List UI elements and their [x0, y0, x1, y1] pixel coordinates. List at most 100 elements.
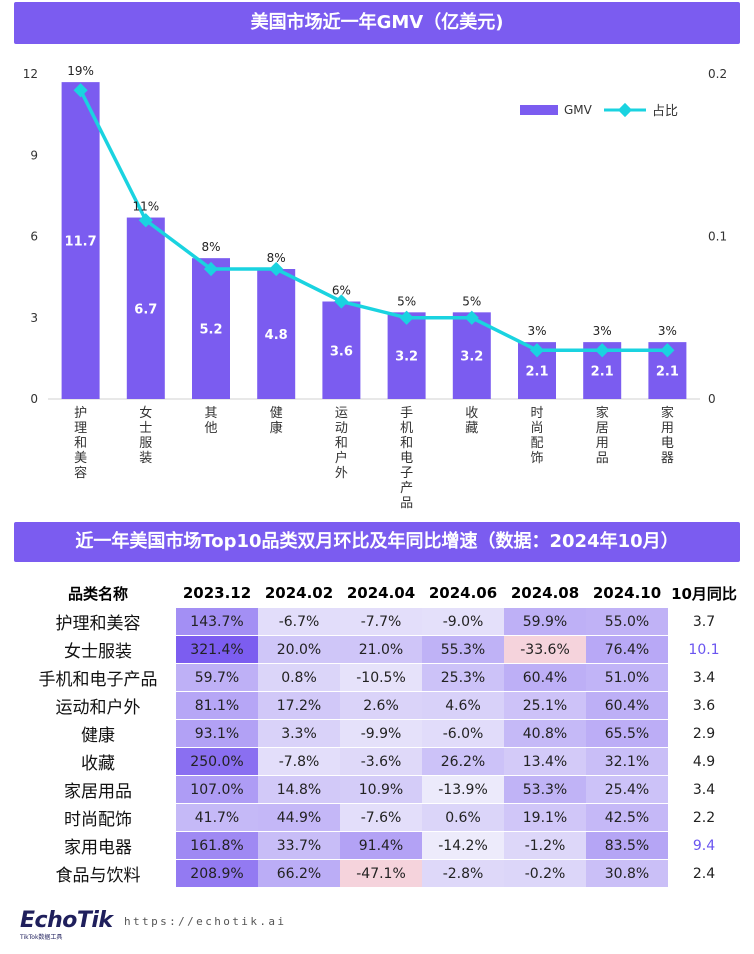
- column-header: 品类名称: [67, 584, 128, 603]
- yoy-cell: 2.9: [668, 719, 740, 748]
- x-tick-label: 家用电器: [661, 405, 674, 466]
- growth-cell: -7.6%: [340, 803, 422, 832]
- gmv-bar-label: 3.6: [330, 344, 353, 359]
- y-right-tick-label: 0: [708, 392, 716, 406]
- gmv-bar: [322, 301, 361, 399]
- x-tick-label: 家居用品: [596, 405, 609, 466]
- share-point: [203, 261, 219, 277]
- table-row: 运动和户外 81.1% 17.2% 2.6% 4.6% 25.1% 60.4% 3.6: [20, 691, 740, 720]
- category-name-cell: 护理和美容: [20, 608, 176, 636]
- share-line: [79, 89, 668, 352]
- gmv-bar-label: 3.2: [460, 350, 483, 365]
- growth-cell: 40.8%: [504, 719, 586, 748]
- category-name-cell: 家居用品: [20, 775, 176, 804]
- gmv-bar-label: 2.1: [525, 365, 548, 380]
- y-left-tick-label: 12: [23, 67, 38, 81]
- growth-cell: 51.0%: [586, 663, 668, 692]
- growth-cell: 26.2%: [422, 747, 504, 776]
- yoy-cell: 3.4: [668, 663, 740, 692]
- growth-cell: 161.8%: [176, 831, 258, 860]
- share-point: [334, 294, 349, 309]
- share-label: 8%: [201, 240, 220, 254]
- growth-cell: 32.1%: [586, 747, 668, 776]
- growth-cell: 81.1%: [176, 691, 258, 720]
- gmv-bar-label: 2.1: [591, 365, 614, 380]
- growth-cell: -13.9%: [422, 775, 504, 804]
- growth-cell: 59.7%: [176, 663, 258, 692]
- growth-cell: -9.9%: [340, 719, 422, 748]
- table-header-row: 品类名称 2023.12 2024.02 2024.04 2024.06 2024.08 2…: [20, 578, 740, 608]
- growth-cell: 42.5%: [586, 803, 668, 832]
- category-name-cell: 女士服装: [20, 635, 176, 664]
- share-label: 11%: [132, 200, 159, 214]
- yoy-cell: 3.6: [668, 691, 740, 720]
- growth-cell: 76.4%: [586, 635, 668, 664]
- category-name-cell: 食品与饮料: [20, 859, 176, 888]
- x-tick-label: 时尚配饰: [530, 406, 543, 466]
- growth-cell: 93.1%: [176, 719, 258, 748]
- column-header: 2023.12: [182, 584, 252, 602]
- logo-subtitle: TikTok数据工具: [20, 934, 63, 941]
- column-header: 2024.02: [264, 584, 334, 602]
- gmv-bar-label: 6.7: [134, 302, 157, 317]
- gmv-bar: [192, 258, 230, 399]
- yoy-cell: 4.9: [668, 747, 740, 776]
- growth-cell: 33.7%: [258, 831, 340, 860]
- legend-gmv-label: GMV: [564, 103, 593, 117]
- growth-cell: 30.8%: [586, 859, 668, 888]
- gmv-bar: [257, 269, 296, 399]
- table-row: 食品与饮料 208.9% 66.2% -47.1% -2.8% -0.2% 30.8% 2.4: [20, 859, 740, 888]
- growth-cell: -6.0%: [422, 719, 504, 748]
- y-left-tick-label: 9: [30, 148, 38, 162]
- growth-cell: 13.4%: [504, 747, 586, 776]
- share-point: [595, 343, 610, 358]
- table-row: 家用电器 161.8% 33.7% 91.4% -14.2% -1.2% 83.5% 9.4: [20, 831, 740, 860]
- y-left-tick-label: 0: [30, 392, 38, 406]
- category-name-cell: 手机和电子产品: [20, 663, 176, 692]
- yoy-cell: 3.7: [668, 608, 740, 636]
- growth-cell: 0.6%: [422, 803, 504, 832]
- yoy-cell: 2.4: [668, 859, 740, 888]
- gmv-bar: [387, 312, 426, 399]
- table-row: 健康 93.1% 3.3% -9.9% -6.0% 40.8% 65.5% 2.9: [20, 719, 740, 748]
- growth-cell: 66.2%: [258, 859, 340, 888]
- legend-gmv-swatch: [520, 105, 558, 115]
- y-right-tick-label: 0.2: [708, 67, 727, 81]
- share-point: [138, 213, 153, 228]
- table-row: 手机和电子产品 59.7% 0.8% -10.5% 25.3% 60.4% 51.0% 3.4: [20, 663, 740, 692]
- share-point: [269, 261, 284, 277]
- growth-cell: 321.4%: [176, 635, 258, 664]
- share-label: 19%: [67, 64, 94, 78]
- footer-url: https://echotik.ai: [124, 915, 287, 928]
- category-name-cell: 收藏: [20, 747, 176, 776]
- yoy-cell: 2.2: [668, 803, 740, 832]
- share-label: 3%: [593, 324, 612, 338]
- share-label: 3%: [658, 324, 677, 338]
- gmv-bar: [61, 82, 100, 399]
- category-name-cell: 运动和户外: [20, 691, 176, 720]
- x-tick-label: 运动和户外: [335, 406, 348, 481]
- growth-cell: 107.0%: [176, 775, 258, 804]
- share-point: [464, 310, 479, 325]
- growth-cell: -2.8%: [422, 859, 504, 888]
- gmv-bar: [452, 312, 491, 399]
- x-tick-label: 手机和电子产品: [400, 406, 413, 511]
- x-tick-label: 健康: [270, 406, 283, 436]
- growth-cell: 59.9%: [504, 608, 586, 636]
- growth-cell: 19.1%: [504, 803, 586, 832]
- growth-cell: 4.6%: [422, 691, 504, 720]
- share-label: 5%: [462, 294, 481, 308]
- growth-cell: -9.0%: [422, 608, 504, 636]
- gmv-bar-label: 11.7: [65, 235, 97, 250]
- gmv-bar-label: 4.8: [265, 328, 288, 343]
- column-header: 10月同比: [671, 584, 737, 603]
- growth-cell: 83.5%: [586, 831, 668, 860]
- share-label: 8%: [267, 251, 286, 265]
- growth-cell: 91.4%: [340, 831, 422, 860]
- yoy-cell: 3.4: [668, 775, 740, 804]
- gmv-bar: [126, 217, 165, 399]
- gmv-bar-label: 3.2: [395, 350, 418, 365]
- share-label: 5%: [397, 294, 416, 308]
- growth-cell: 44.9%: [258, 803, 340, 832]
- growth-cell: 25.4%: [586, 775, 668, 804]
